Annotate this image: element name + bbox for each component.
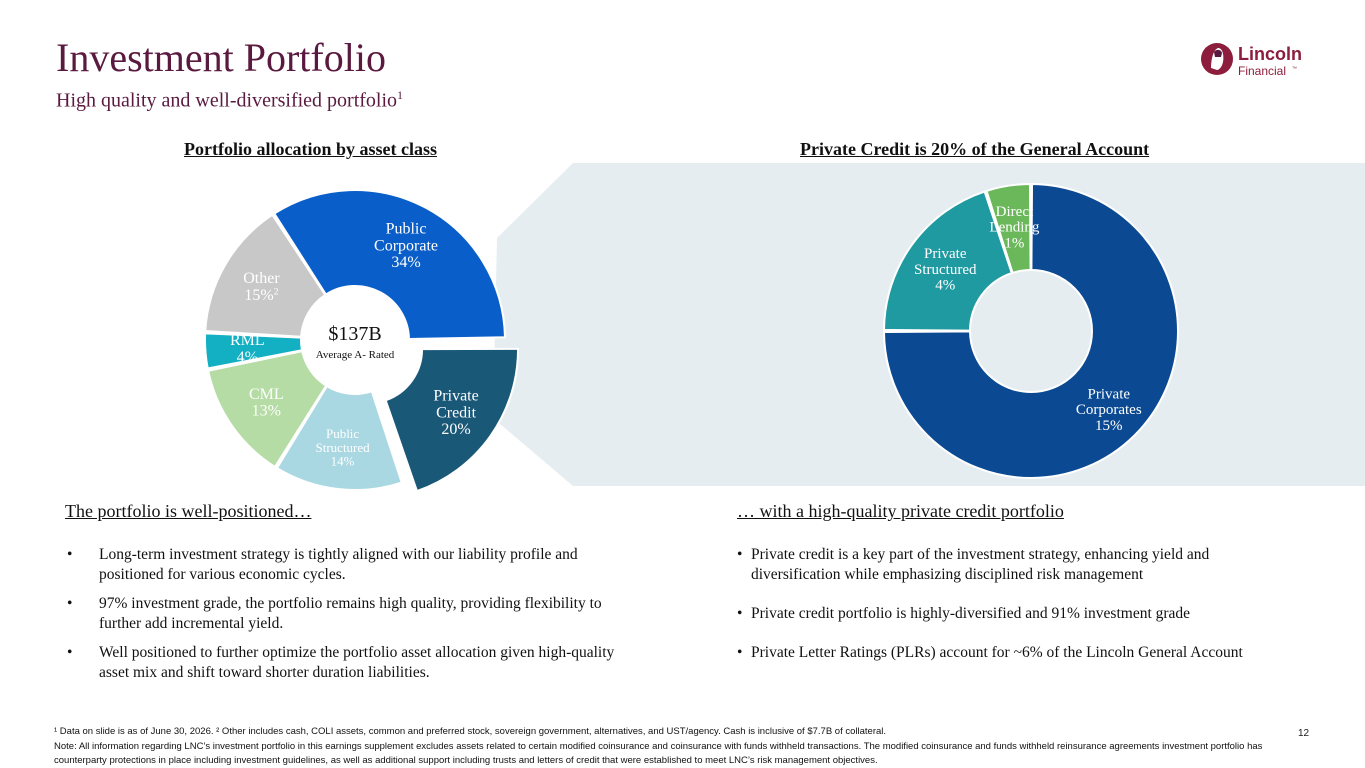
right-bullet: Private credit is a key part of the inve… bbox=[737, 545, 1297, 585]
chart-title-private-credit: Private Credit is 20% of the General Acc… bbox=[800, 139, 1150, 159]
donut-center-subtitle: Average A- Rated bbox=[316, 349, 395, 361]
logo-name: Lincoln bbox=[1238, 44, 1302, 64]
slice-label-public-corporate: Public Corporate 34% bbox=[374, 221, 438, 272]
slice-direct-lending bbox=[985, 182, 1032, 275]
footnote-1: ¹ Data on slide is as of June 30, 2026. … bbox=[54, 726, 887, 737]
slice-private-corporates bbox=[882, 182, 1179, 479]
slice-label-private-corporates: Private Corporates 15% bbox=[1076, 386, 1142, 434]
donut-hole bbox=[301, 286, 409, 394]
donut-center-value: $137B bbox=[328, 323, 381, 345]
lincoln-financial-logo: Lincoln Financial ™ bbox=[1201, 43, 1302, 78]
left-bullet: Well positioned to further optimize the … bbox=[65, 643, 625, 683]
page-subtitle: High quality and well-diversified portfo… bbox=[56, 88, 403, 113]
left-column-heading: The portfolio is well-positioned… bbox=[65, 501, 312, 521]
subtitle-footnote-ref: 1 bbox=[397, 88, 404, 102]
page-number: 12 bbox=[1298, 728, 1310, 739]
slice-label-cml: CML 13% bbox=[249, 386, 284, 420]
left-bullet: 97% investment grade, the portfolio rema… bbox=[65, 594, 625, 634]
left-bullet-list: Long-term investment strategy is tightly… bbox=[65, 545, 625, 692]
chart-title-allocation: Portfolio allocation by asset class bbox=[184, 139, 437, 159]
right-bullet: Private credit portfolio is highly-diver… bbox=[737, 604, 1297, 624]
slice-private-structured bbox=[882, 190, 1014, 332]
right-bullet-list: Private credit is a key part of the inve… bbox=[737, 545, 1297, 682]
slice-label-other: Other 15%2 bbox=[243, 270, 280, 304]
callout-connector bbox=[493, 163, 573, 486]
slice-label-private-credit: Private Credit 20% bbox=[433, 388, 478, 439]
left-bullet: Long-term investment strategy is tightly… bbox=[65, 545, 625, 585]
logo-sub: Financial bbox=[1238, 64, 1286, 78]
slice-private-credit bbox=[384, 347, 520, 493]
slice-label-direct-lending: Direct Lending 1% bbox=[989, 204, 1039, 252]
slice-label-public-structured: Public Structured 14% bbox=[316, 426, 371, 468]
private-credit-donut: Private Corporates 15% Private Structured 4%D… bbox=[882, 182, 1179, 479]
right-column-heading: … with a high-quality private credit por… bbox=[737, 501, 1064, 521]
right-bullet: Private Letter Ratings (PLRs) account fo… bbox=[737, 643, 1297, 663]
subtitle-text: High quality and well-diversified portfo… bbox=[56, 89, 398, 112]
logo-tm: ™ bbox=[1292, 66, 1297, 72]
allocation-donut: Public Corporate 34% Private Credit 20% Public… bbox=[204, 189, 520, 493]
slice-label-private-structured: Private Structured 4% bbox=[914, 246, 977, 294]
page-title: Investment Portfolio bbox=[56, 35, 386, 80]
footnote-note: Note: All information regarding LNC’s in… bbox=[54, 741, 1263, 766]
slice-label-rml: RML 4% bbox=[230, 332, 265, 366]
donut-center: $137B Average A- Rated bbox=[316, 323, 395, 361]
